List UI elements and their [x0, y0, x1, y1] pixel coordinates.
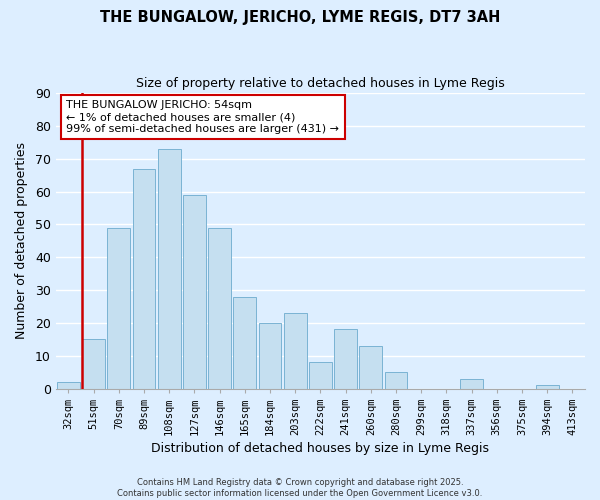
Bar: [284, 313, 307, 388]
Bar: [259, 323, 281, 388]
X-axis label: Distribution of detached houses by size in Lyme Regis: Distribution of detached houses by size …: [151, 442, 490, 455]
Bar: [208, 228, 231, 388]
Text: THE BUNGALOW, JERICHO, LYME REGIS, DT7 3AH: THE BUNGALOW, JERICHO, LYME REGIS, DT7 3…: [100, 10, 500, 25]
Bar: [460, 378, 483, 388]
Text: THE BUNGALOW JERICHO: 54sqm
← 1% of detached houses are smaller (4)
99% of semi-: THE BUNGALOW JERICHO: 54sqm ← 1% of deta…: [67, 100, 340, 134]
Bar: [233, 296, 256, 388]
Bar: [158, 149, 181, 388]
Bar: [385, 372, 407, 388]
Bar: [183, 195, 206, 388]
Bar: [359, 346, 382, 389]
Bar: [309, 362, 332, 388]
Title: Size of property relative to detached houses in Lyme Regis: Size of property relative to detached ho…: [136, 78, 505, 90]
Bar: [82, 340, 105, 388]
Bar: [334, 330, 357, 388]
Text: Contains HM Land Registry data © Crown copyright and database right 2025.
Contai: Contains HM Land Registry data © Crown c…: [118, 478, 482, 498]
Bar: [57, 382, 80, 388]
Bar: [536, 385, 559, 388]
Y-axis label: Number of detached properties: Number of detached properties: [15, 142, 28, 340]
Bar: [107, 228, 130, 388]
Bar: [133, 168, 155, 388]
